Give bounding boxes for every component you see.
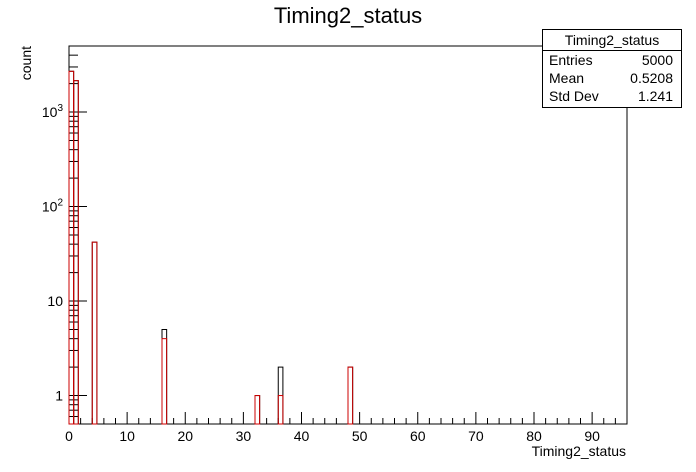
stats-value: 5000 <box>641 52 673 68</box>
histogram-bin <box>347 366 354 425</box>
histogram-bin <box>254 395 261 425</box>
histogram-bin <box>68 70 75 425</box>
x-axis-label: Timing2_status <box>532 443 626 459</box>
x-tick-label: 50 <box>352 428 368 444</box>
x-tick-labels: 0 10 20 30 40 50 60 70 80 90 <box>65 428 600 444</box>
chart-title: Timing2_status <box>274 3 422 28</box>
x-tick-label: 70 <box>468 428 484 444</box>
x-tick-label: 20 <box>177 428 193 444</box>
y-tick-labels: 1 10 102 103 <box>42 103 64 404</box>
histogram-bin <box>91 241 98 425</box>
y-tick-label: 1 <box>55 388 63 404</box>
y-tick-label: 102 <box>42 198 64 215</box>
y-tick-label: 103 <box>42 103 64 120</box>
x-tick-label: 30 <box>236 428 252 444</box>
x-tick-label: 10 <box>119 428 135 444</box>
stats-row-stddev: Std Dev 1.241 <box>543 87 681 105</box>
x-tick-label: 90 <box>584 428 600 444</box>
x-tick-label: 0 <box>65 428 73 444</box>
histogram-bin <box>161 329 168 425</box>
stats-row-entries: Entries 5000 <box>543 51 681 69</box>
histogram-bin <box>347 366 354 425</box>
stats-label: Std Dev <box>549 88 599 104</box>
stats-label: Mean <box>549 70 585 86</box>
stats-value: 0.5208 <box>630 70 673 86</box>
histogram-series <box>68 70 354 425</box>
x-tick-label: 80 <box>526 428 542 444</box>
stats-row-mean: Mean 0.5208 <box>543 69 681 87</box>
histogram-bin <box>73 80 79 425</box>
y-tick-label: 10 <box>47 293 63 309</box>
x-tick-label: 60 <box>410 428 426 444</box>
stats-title: Timing2_status <box>543 30 681 51</box>
y-axis-label: count <box>18 46 34 80</box>
histogram-bin <box>68 70 75 425</box>
histogram-bin <box>73 80 79 425</box>
histogram-bin <box>254 395 261 425</box>
stats-value: 1.241 <box>637 88 673 104</box>
histogram-bin <box>161 338 168 425</box>
histogram-bin <box>91 241 98 425</box>
histogram-bin <box>277 395 284 425</box>
stats-label: Entries <box>549 52 593 68</box>
stats-box: Timing2_status Entries 5000 Mean 0.5208 … <box>542 29 682 108</box>
x-tick-label: 40 <box>294 428 310 444</box>
